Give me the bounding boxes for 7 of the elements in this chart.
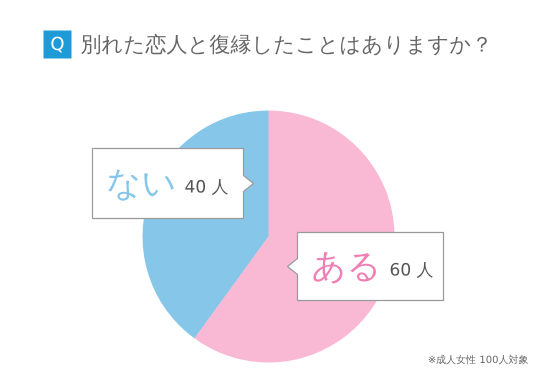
text: Q xyxy=(50,34,65,55)
chart-title: 別れた恋人と復縁したことはありますか？ xyxy=(80,32,492,56)
data-label: 60 人 xyxy=(390,260,434,280)
data-label: 40 人 xyxy=(184,178,229,198)
slice-label: ある xyxy=(312,246,382,286)
slice-label: ない xyxy=(106,164,176,204)
text: ※成人女性 100人対象 xyxy=(428,354,529,366)
